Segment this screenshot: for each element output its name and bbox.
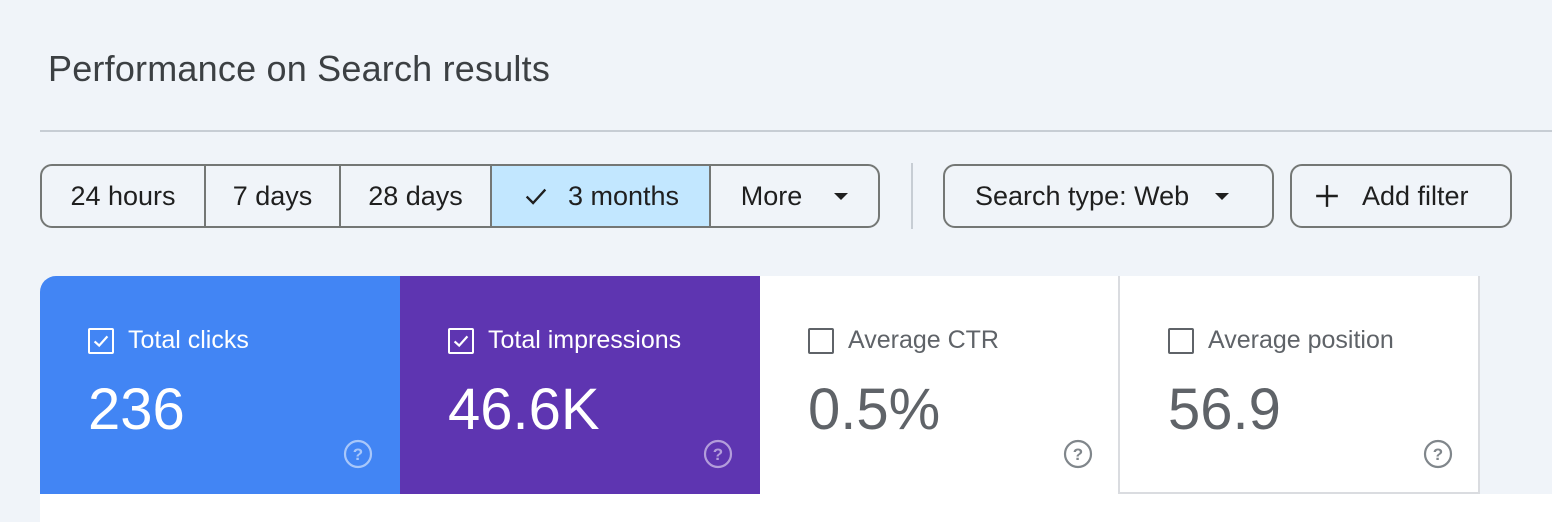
more-label: More xyxy=(740,180,803,211)
date-option-3-months[interactable]: 3 months xyxy=(492,166,711,226)
metric-card-total-impressions[interactable]: Total impressions 46.6K ? xyxy=(400,276,760,494)
date-option-label: 24 hours xyxy=(70,180,176,211)
date-range-selector: 24 hours 7 days 28 days 3 months More xyxy=(40,164,880,228)
page-title: Performance on Search results xyxy=(48,48,551,89)
checkbox-checked[interactable] xyxy=(88,328,114,354)
metric-value: 236 xyxy=(88,377,185,442)
add-filter-button[interactable]: Add filter xyxy=(1290,164,1512,228)
svg-text:?: ? xyxy=(713,445,723,464)
metric-label: Total impressions xyxy=(488,326,682,354)
metric-card-average-position[interactable]: Average position 56.9 ? xyxy=(1120,276,1480,494)
header-divider xyxy=(40,130,1552,132)
checkbox-checked[interactable] xyxy=(448,328,474,354)
help-icon[interactable]: ? xyxy=(342,438,374,470)
caret-down-icon xyxy=(834,192,849,200)
toolbar-separator xyxy=(911,163,913,229)
plus-icon xyxy=(1316,185,1338,207)
checkbox-unchecked[interactable] xyxy=(1168,328,1194,354)
date-option-label: 3 months xyxy=(567,180,680,211)
svg-text:?: ? xyxy=(1073,445,1083,464)
svg-text:?: ? xyxy=(1433,445,1443,464)
date-option-7-days[interactable]: 7 days xyxy=(206,166,341,226)
help-icon[interactable]: ? xyxy=(702,438,734,470)
metric-label: Total clicks xyxy=(128,326,249,354)
caret-down-icon xyxy=(1215,192,1230,200)
svg-text:?: ? xyxy=(353,445,363,464)
metric-label: Average position xyxy=(1208,326,1394,354)
metric-value: 0.5% xyxy=(808,377,941,442)
date-option-label: 28 days xyxy=(368,180,463,211)
search-type-label: Search type: Web xyxy=(975,180,1190,211)
metric-label: Average CTR xyxy=(848,326,999,354)
metric-value: 46.6K xyxy=(448,377,600,442)
metric-card-average-ctr[interactable]: Average CTR 0.5% ? xyxy=(760,276,1120,494)
date-more-dropdown[interactable]: More xyxy=(711,166,878,226)
metric-value: 56.9 xyxy=(1168,377,1281,442)
check-icon xyxy=(453,335,469,348)
help-icon[interactable]: ? xyxy=(1422,438,1454,470)
metric-card-total-clicks[interactable]: Total clicks 236 ? xyxy=(40,276,400,494)
check-icon xyxy=(525,188,547,205)
chart-panel xyxy=(40,494,1552,522)
date-option-label: 7 days xyxy=(232,180,313,211)
check-icon xyxy=(93,335,109,348)
metric-cards: Total clicks 236 ? Total impressions 46.… xyxy=(40,276,1480,522)
search-type-dropdown[interactable]: Search type: Web xyxy=(943,164,1274,228)
add-filter-label: Add filter xyxy=(1362,180,1469,211)
checkbox-unchecked[interactable] xyxy=(808,328,834,354)
help-icon[interactable]: ? xyxy=(1062,438,1094,470)
date-option-28-days[interactable]: 28 days xyxy=(341,166,492,226)
date-option-24-hours[interactable]: 24 hours xyxy=(42,166,206,226)
